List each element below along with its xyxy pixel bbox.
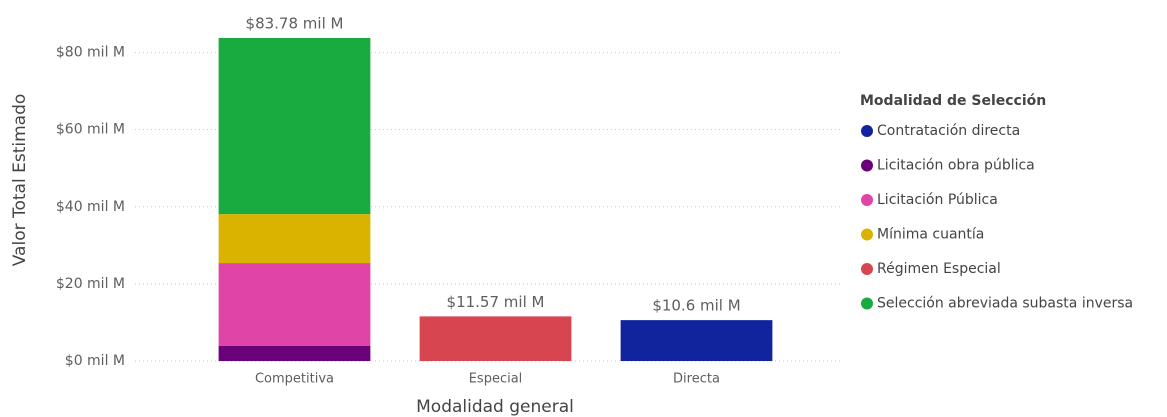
legend-marker <box>861 263 873 275</box>
y-tick-label: $60 mil M <box>56 122 125 138</box>
x-tick-label: Directa <box>673 372 720 387</box>
bar-segment <box>218 263 371 346</box>
legend-marker <box>861 297 873 310</box>
legend-marker <box>861 159 873 172</box>
y-tick-label: $20 mil M <box>56 276 125 292</box>
legend-marker <box>861 125 873 137</box>
bar-segment <box>218 345 371 361</box>
legend-label: Régimen Especial <box>877 261 1001 277</box>
legend-marker <box>861 194 873 206</box>
legend-title: Modalidad de Selección <box>860 93 1046 109</box>
legend-label: Mínima cuantía <box>877 227 984 243</box>
bar-segment <box>419 316 572 361</box>
legend-label: Contratación directa <box>877 123 1020 139</box>
legend-label: Licitación obra pública <box>877 158 1035 174</box>
total-label: $11.57 mil M <box>447 293 545 311</box>
y-tick-label: $0 mil M <box>65 353 125 369</box>
total-label: $10.6 mil M <box>652 297 740 315</box>
bar-segment <box>218 214 371 264</box>
x-tick-label: Competitiva <box>255 372 334 387</box>
legend-marker <box>861 228 873 241</box>
legend-label: Licitación Pública <box>877 192 998 208</box>
y-tick-label: $40 mil M <box>56 199 125 215</box>
bar-segment <box>620 320 773 361</box>
y-axis-title: Valor Total Estimado <box>10 94 30 267</box>
total-label: $83.78 mil M <box>246 15 344 33</box>
x-axis-title: Modalidad general <box>416 397 574 417</box>
legend-label: Selección abreviada subasta inversa <box>877 296 1133 312</box>
y-tick-label: $80 mil M <box>56 45 125 61</box>
x-tick-label: Especial <box>469 372 523 387</box>
bar-segment <box>218 38 371 215</box>
